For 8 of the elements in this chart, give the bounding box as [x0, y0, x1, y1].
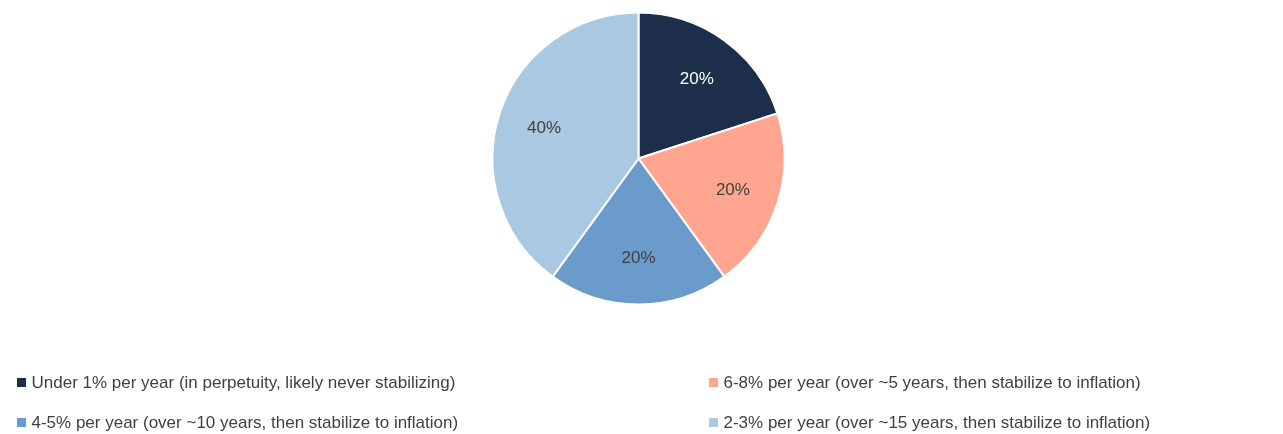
legend-label: 6-8% per year (over ~5 years, then stabilize to inflation)	[723, 373, 1141, 392]
legend-label: 2-3% per year (over ~15 years, then stabilize to inflation)	[723, 413, 1151, 432]
data-label: 20%	[715, 179, 750, 199]
data-label: 20%	[679, 68, 714, 88]
legend-label: 4-5% per year (over ~10 years, then stabilize to inflation)	[31, 413, 459, 432]
data-label: 40%	[527, 118, 562, 138]
legend-label: Under 1% per year (in perpetuity, likely never stabilizing)	[31, 373, 456, 392]
data-label: 20%	[621, 248, 656, 268]
